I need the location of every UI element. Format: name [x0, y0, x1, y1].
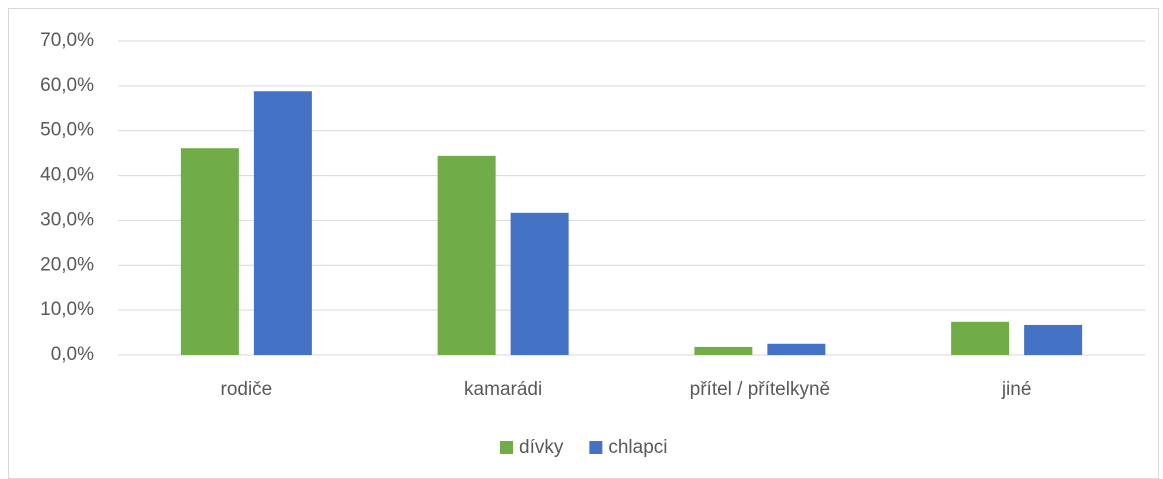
y-tick-label: 40,0% — [40, 165, 94, 186]
x-tick-label: rodiče — [221, 379, 273, 400]
legend-swatch — [500, 441, 513, 454]
bar — [510, 212, 569, 355]
y-tick-label: 10,0% — [40, 299, 94, 320]
y-tick-label: 0,0% — [51, 344, 94, 365]
bar — [253, 91, 312, 356]
bar — [437, 155, 496, 355]
bar — [1024, 324, 1083, 355]
y-tick-label: 20,0% — [40, 254, 94, 275]
bar — [767, 343, 826, 355]
bar — [694, 346, 753, 355]
y-tick-label: 50,0% — [40, 120, 94, 141]
y-tick-label: 30,0% — [40, 209, 94, 230]
bar — [951, 321, 1010, 355]
legend-swatch — [589, 441, 603, 454]
y-tick-label: 60,0% — [40, 75, 94, 96]
legend-label: dívky — [519, 437, 564, 458]
x-tick-label: kamarádi — [464, 379, 542, 400]
x-tick-label: jiné — [1001, 379, 1032, 400]
bar — [180, 148, 239, 355]
x-tick-label: přítel / přítelkyně — [690, 379, 830, 400]
legend-label: chlapci — [608, 437, 667, 458]
y-tick-label: 70,0% — [40, 30, 94, 51]
